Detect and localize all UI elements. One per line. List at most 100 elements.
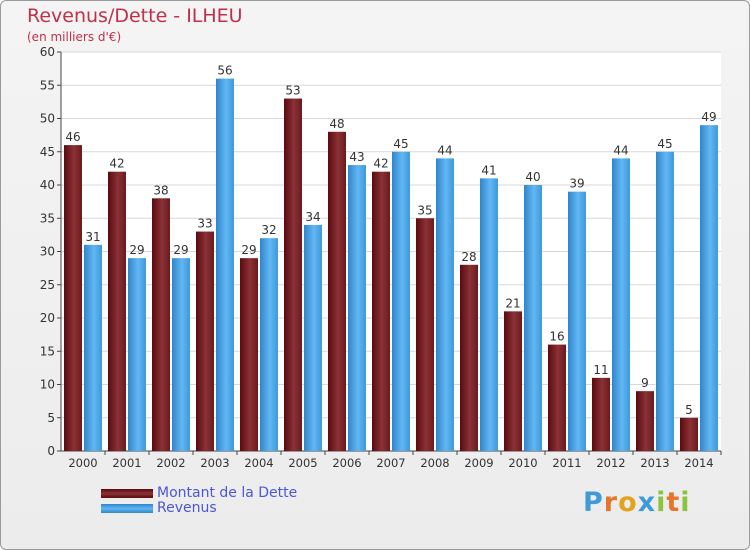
data-label-revenus: 34	[305, 210, 320, 224]
data-label-dette: 42	[109, 157, 124, 171]
bar-revenus	[128, 258, 146, 451]
logo-letter: x	[637, 487, 657, 518]
bar-revenus	[524, 185, 542, 451]
y-tick-label: 55	[40, 78, 55, 92]
bar-revenus	[568, 191, 586, 451]
chart-title: Revenus/Dette - ILHEU	[27, 5, 243, 27]
bar-dette	[548, 344, 566, 451]
data-label-dette: 11	[593, 363, 608, 377]
bar-dette	[680, 417, 698, 451]
bar-revenus	[172, 258, 190, 451]
y-tick-label: 15	[40, 344, 55, 358]
x-tick-label: 2002	[156, 456, 185, 470]
data-label-dette: 9	[641, 376, 649, 390]
data-label-dette: 35	[417, 203, 432, 217]
x-tick-label: 2007	[376, 456, 405, 470]
data-label-revenus: 40	[525, 170, 540, 184]
bar-dette	[636, 391, 654, 451]
y-tick-label: 5	[47, 411, 55, 425]
data-label-dette: 46	[65, 130, 80, 144]
data-label-revenus: 43	[349, 150, 364, 164]
logo-letter: o	[618, 487, 638, 518]
data-label-revenus: 56	[217, 64, 232, 78]
y-tick-label: 45	[40, 145, 55, 159]
bar-dette	[152, 198, 170, 451]
bar-dette	[328, 131, 346, 452]
data-label-revenus: 41	[481, 163, 496, 177]
x-tick-label: 2011	[552, 456, 581, 470]
x-tick-label: 2012	[596, 456, 625, 470]
bar-revenus	[700, 125, 718, 452]
x-tick-label: 2005	[288, 456, 317, 470]
data-label-revenus: 49	[701, 110, 716, 124]
chart-subtitle: (en milliers d'€)	[27, 30, 122, 44]
data-label-revenus: 29	[129, 243, 144, 257]
data-label-revenus: 45	[657, 137, 672, 151]
bar-revenus	[260, 238, 278, 451]
data-label-dette: 48	[329, 117, 344, 131]
y-tick-label: 50	[40, 112, 55, 126]
legend-swatch-revenus	[101, 504, 153, 513]
data-label-dette: 28	[461, 250, 476, 264]
data-label-revenus: 32	[261, 223, 276, 237]
y-tick-label: 20	[40, 311, 55, 325]
y-tick-label: 25	[40, 278, 55, 292]
bar-revenus	[216, 78, 234, 451]
data-label-revenus: 45	[393, 137, 408, 151]
bar-revenus	[348, 165, 366, 452]
bar-dette	[64, 145, 82, 451]
bar-revenus	[656, 151, 674, 451]
x-tick-label: 2013	[640, 456, 669, 470]
data-label-dette: 33	[197, 217, 212, 231]
data-label-dette: 42	[373, 157, 388, 171]
data-label-dette: 38	[153, 183, 168, 197]
x-tick-label: 2003	[200, 456, 229, 470]
bar-dette	[372, 171, 390, 451]
logo-letter: r	[603, 487, 619, 518]
x-tick-label: 2001	[112, 456, 141, 470]
bar-dette	[504, 311, 522, 451]
data-label-revenus: 44	[437, 143, 452, 157]
data-label-dette: 21	[505, 296, 520, 310]
y-tick-label: 60	[40, 45, 55, 59]
bar-dette	[196, 231, 214, 451]
y-tick-label: 30	[40, 245, 55, 259]
data-label-dette: 29	[241, 243, 256, 257]
logo-letter: i	[656, 487, 667, 518]
legend-swatch-dette	[101, 489, 153, 498]
x-tick-label: 2006	[332, 456, 361, 470]
bar-revenus	[84, 244, 102, 451]
data-label-revenus: 39	[569, 177, 584, 191]
bar-dette	[592, 377, 610, 451]
legend-label-revenus: Revenus	[157, 500, 217, 516]
bar-dette	[416, 218, 434, 451]
bar-dette	[240, 258, 258, 451]
logo-letter: t	[666, 487, 681, 518]
data-label-revenus: 29	[173, 243, 188, 257]
x-tick-label: 2009	[464, 456, 493, 470]
bar-revenus	[480, 178, 498, 451]
logo-letter: i	[680, 487, 691, 518]
x-tick-label: 2008	[420, 456, 449, 470]
data-label-dette: 5	[685, 403, 693, 417]
data-label-revenus: 44	[613, 143, 628, 157]
bar-revenus	[612, 158, 630, 451]
bar-dette	[284, 98, 302, 452]
bar-dette	[460, 264, 478, 451]
x-tick-label: 2000	[68, 456, 97, 470]
bar-revenus	[436, 158, 454, 451]
y-tick-label: 35	[40, 211, 55, 225]
y-tick-label: 40	[40, 178, 55, 192]
bar-dette	[108, 171, 126, 451]
proxiti-logo: Proxiti	[583, 487, 691, 518]
data-label-revenus: 31	[85, 230, 100, 244]
x-tick-label: 2010	[508, 456, 537, 470]
data-label-dette: 16	[549, 330, 564, 344]
legend-label-dette: Montant de la Dette	[157, 485, 298, 501]
x-tick-label: 2014	[684, 456, 713, 470]
x-tick-label: 2004	[244, 456, 273, 470]
bar-revenus	[304, 224, 322, 451]
data-label-dette: 53	[285, 84, 300, 98]
